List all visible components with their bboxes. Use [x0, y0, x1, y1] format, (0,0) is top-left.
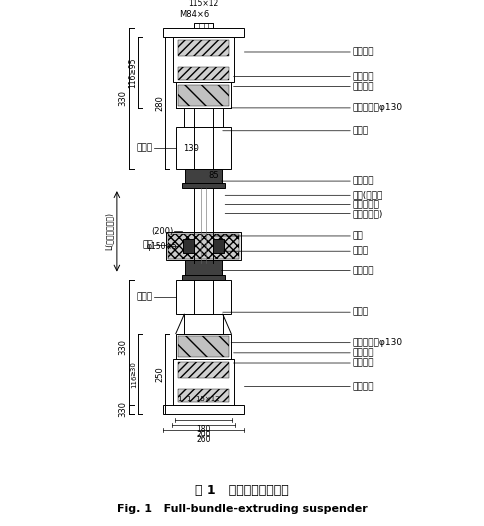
Text: 下锚头: 下锚头: [353, 308, 369, 317]
Bar: [178, 85, 229, 106]
Text: 1  1  15×12: 1 1 15×12: [178, 396, 220, 402]
Text: 上保护罩: 上保护罩: [353, 47, 374, 56]
Text: 减振体后与: 减振体后与: [353, 200, 379, 209]
Bar: [173, 359, 234, 404]
Bar: [178, 40, 229, 56]
Bar: [163, 27, 244, 37]
Text: 球形垫板: 球形垫板: [353, 348, 374, 357]
Bar: [185, 169, 222, 183]
Text: 预埋管: 预埋管: [137, 144, 153, 153]
Bar: [176, 280, 231, 314]
Text: 85: 85: [208, 171, 219, 180]
Text: 索体: 索体: [353, 231, 363, 240]
Text: L(由施工方提供): L(由施工方提供): [105, 213, 114, 250]
Bar: [167, 234, 240, 259]
Text: φ150×5: φ150×5: [146, 242, 177, 251]
Bar: [182, 275, 225, 280]
Text: 180: 180: [197, 425, 211, 434]
Bar: [183, 239, 194, 254]
Bar: [173, 37, 234, 83]
Bar: [178, 389, 229, 402]
Text: 上减振体: 上减振体: [353, 177, 374, 186]
Text: 球形垫板: 球形垫板: [353, 82, 374, 91]
Text: 球形螺母: 球形螺母: [353, 72, 374, 81]
Text: 330: 330: [119, 401, 128, 417]
Text: 115×12: 115×12: [188, 0, 219, 8]
Bar: [163, 404, 244, 414]
Bar: [176, 333, 231, 359]
Bar: [184, 108, 223, 127]
Text: 260: 260: [196, 435, 211, 444]
Text: 球形螺母: 球形螺母: [353, 359, 374, 368]
Bar: [178, 336, 229, 357]
Bar: [185, 260, 222, 275]
Text: 200: 200: [196, 430, 211, 439]
Bar: [178, 67, 229, 80]
Bar: [176, 83, 231, 108]
Bar: [178, 362, 229, 378]
Bar: [213, 239, 224, 254]
Text: 下保护罩: 下保护罩: [353, 382, 374, 391]
Text: Fig. 1   Full-bundle-extruding suspender: Fig. 1 Full-bundle-extruding suspender: [117, 504, 367, 514]
Text: ≥30: ≥30: [131, 361, 136, 376]
Text: 上锚头: 上锚头: [353, 126, 369, 135]
Text: M84×6: M84×6: [179, 11, 209, 19]
Bar: [182, 183, 225, 188]
Text: 挡板(安装好: 挡板(安装好: [353, 191, 383, 200]
Text: 图 1   整束挤压吊杆大样: 图 1 整束挤压吊杆大样: [195, 483, 289, 497]
Text: 130: 130: [183, 144, 199, 153]
Text: 防水罩: 防水罩: [353, 247, 369, 256]
Text: 330: 330: [119, 339, 128, 355]
Text: 330: 330: [119, 90, 128, 106]
Text: 预埋管: 预埋管: [137, 292, 153, 301]
Text: 预埋管焊接): 预埋管焊接): [353, 209, 383, 218]
Text: 116≥95: 116≥95: [128, 57, 137, 87]
Text: 桥面: 桥面: [142, 240, 153, 249]
Text: 锚垫板开孔φ130: 锚垫板开孔φ130: [353, 338, 403, 347]
Text: 锚垫板开孔φ130: 锚垫板开孔φ130: [353, 104, 403, 113]
Text: (200): (200): [151, 227, 174, 236]
Bar: [184, 314, 223, 333]
Text: 250: 250: [155, 366, 165, 381]
Text: 116: 116: [131, 375, 136, 388]
Bar: [176, 127, 231, 169]
Bar: [195, 23, 212, 27]
Text: 280: 280: [155, 95, 165, 111]
Bar: [166, 232, 241, 260]
Text: 下减振体: 下减振体: [353, 266, 374, 275]
